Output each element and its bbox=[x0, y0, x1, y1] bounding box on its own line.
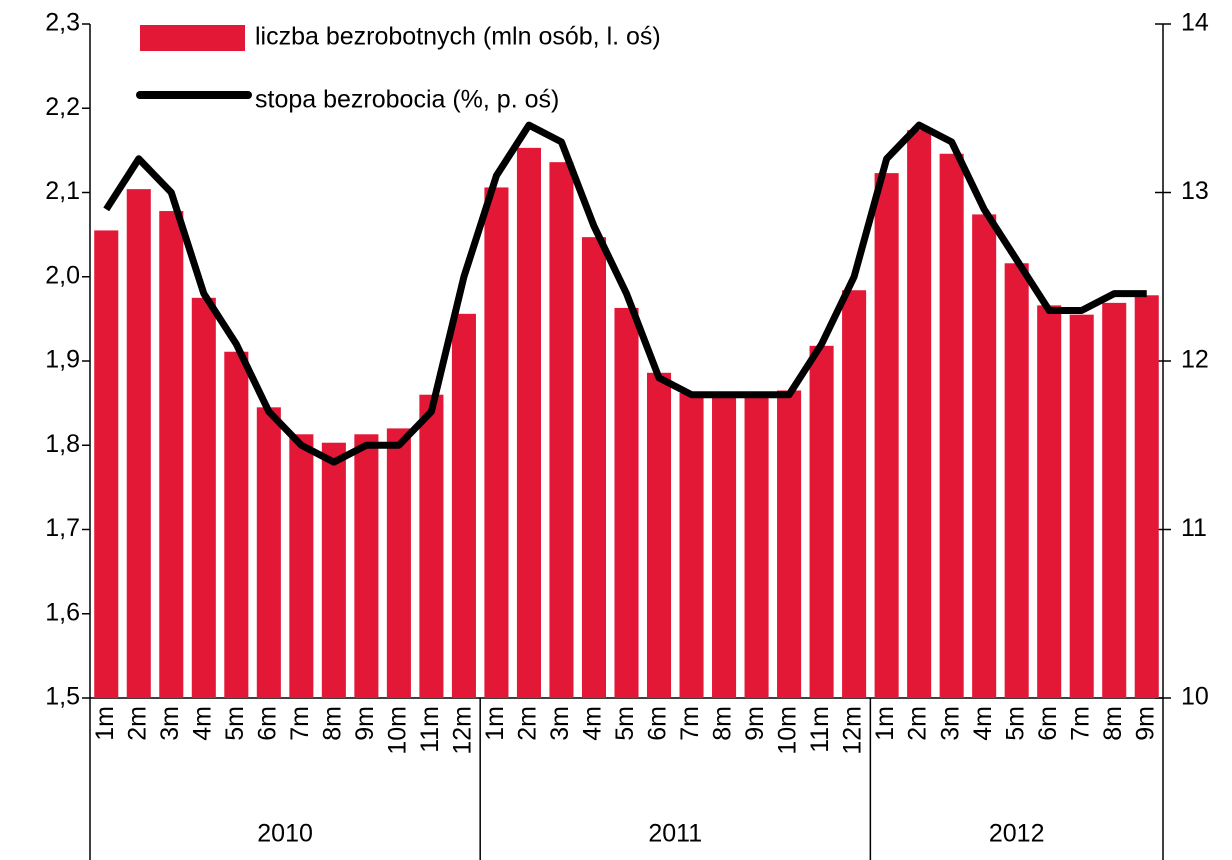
x-tick-label: 1m bbox=[91, 706, 119, 741]
y2-tick-label: 12 bbox=[1181, 346, 1209, 374]
x-tick-label: 4m bbox=[969, 706, 997, 741]
bar bbox=[159, 211, 184, 698]
bar bbox=[1102, 302, 1127, 698]
x-tick-label: 1m bbox=[481, 706, 509, 741]
y2-tick-label: 14 bbox=[1181, 9, 1209, 37]
bar bbox=[679, 393, 704, 698]
x-tick-label: 7m bbox=[676, 706, 704, 741]
line-series bbox=[103, 121, 1147, 466]
bar bbox=[646, 372, 672, 698]
bar bbox=[549, 162, 574, 699]
bar bbox=[614, 307, 639, 698]
x-tick-label: 9m bbox=[741, 706, 769, 741]
y-tick-label: 1,5 bbox=[45, 683, 80, 711]
x-tick-label: 10m bbox=[384, 706, 412, 755]
bar bbox=[321, 442, 346, 698]
x-tick-label: 7m bbox=[286, 706, 314, 741]
y-tick-label: 1,6 bbox=[45, 598, 80, 626]
x-tick-label: 8m bbox=[709, 706, 737, 741]
x-tick-label: 5m bbox=[221, 706, 249, 741]
bar bbox=[126, 189, 151, 698]
bar bbox=[516, 147, 541, 698]
x-tick-label: 12m bbox=[449, 706, 477, 755]
bar bbox=[94, 230, 119, 698]
bar bbox=[712, 396, 737, 698]
x-tick-label: 7m bbox=[1066, 706, 1094, 741]
bar bbox=[907, 130, 932, 698]
bar bbox=[1134, 295, 1159, 698]
x-tick-label: 11m bbox=[806, 706, 834, 753]
bar bbox=[1069, 314, 1094, 698]
bar bbox=[191, 297, 216, 698]
bar bbox=[256, 407, 281, 698]
x-tick-label: 6m bbox=[644, 706, 672, 741]
bar bbox=[777, 390, 802, 698]
y2-tick-label: 11 bbox=[1181, 514, 1207, 542]
x-tick-label: 8m bbox=[1099, 706, 1127, 741]
x-tick-label: 10m bbox=[774, 706, 802, 755]
y2-tick-label: 13 bbox=[1181, 177, 1209, 205]
x-tick-label: 8m bbox=[318, 706, 346, 741]
x-tick-label: 3m bbox=[546, 706, 574, 741]
group-label: 2012 bbox=[989, 820, 1045, 848]
y-tick-label: 1,8 bbox=[45, 430, 80, 458]
x-tick-label: 9m bbox=[1131, 706, 1159, 741]
x-tick-label: 12m bbox=[839, 706, 867, 755]
bar bbox=[451, 313, 476, 698]
x-tick-label: 9m bbox=[351, 706, 379, 741]
bar bbox=[354, 434, 379, 698]
x-tick-label: 2m bbox=[904, 706, 932, 741]
bar bbox=[874, 173, 899, 698]
x-tick-label: 2m bbox=[123, 706, 151, 741]
y2-tick-label: 10 bbox=[1181, 683, 1209, 711]
bar bbox=[842, 290, 867, 698]
bar bbox=[289, 434, 314, 698]
x-tick-label: 4m bbox=[579, 706, 607, 741]
legend-label: stopa bezrobocia (%, p. oś) bbox=[255, 86, 559, 114]
x-tick-label: 1m bbox=[871, 706, 899, 741]
bar bbox=[1004, 263, 1029, 698]
x-tick-label: 4m bbox=[188, 706, 216, 741]
bar bbox=[809, 345, 834, 698]
bar bbox=[744, 394, 769, 698]
y-tick-label: 2,3 bbox=[45, 9, 80, 37]
bar bbox=[224, 351, 249, 698]
x-tick-label: 5m bbox=[1001, 706, 1029, 741]
x-tick-label: 5m bbox=[611, 706, 639, 741]
x-tick-label: 6m bbox=[253, 706, 281, 741]
bar bbox=[581, 237, 607, 698]
group-label: 2010 bbox=[257, 820, 313, 848]
x-tick-label: 3m bbox=[156, 706, 184, 741]
legend-label: liczba bezrobotnych (mln osób, l. oś) bbox=[255, 23, 661, 51]
y-tick-label: 2,2 bbox=[45, 93, 80, 121]
y-tick-label: 1,9 bbox=[45, 346, 80, 374]
bar bbox=[1037, 305, 1062, 698]
x-tick-label: 6m bbox=[1034, 706, 1062, 741]
x-tick-label: 2m bbox=[514, 706, 542, 741]
bar bbox=[419, 394, 444, 698]
legend-swatch bbox=[140, 25, 245, 51]
x-tick-label: 3m bbox=[936, 706, 964, 741]
y-tick-label: 1,7 bbox=[45, 514, 80, 542]
bar bbox=[484, 187, 509, 698]
y-tick-label: 2,0 bbox=[45, 261, 80, 289]
bar bbox=[386, 428, 411, 698]
group-label: 2011 bbox=[648, 820, 702, 848]
y-tick-label: 2,1 bbox=[45, 177, 80, 205]
x-tick-label: 11m bbox=[416, 706, 444, 753]
bar bbox=[939, 153, 964, 698]
bar bbox=[972, 214, 997, 698]
